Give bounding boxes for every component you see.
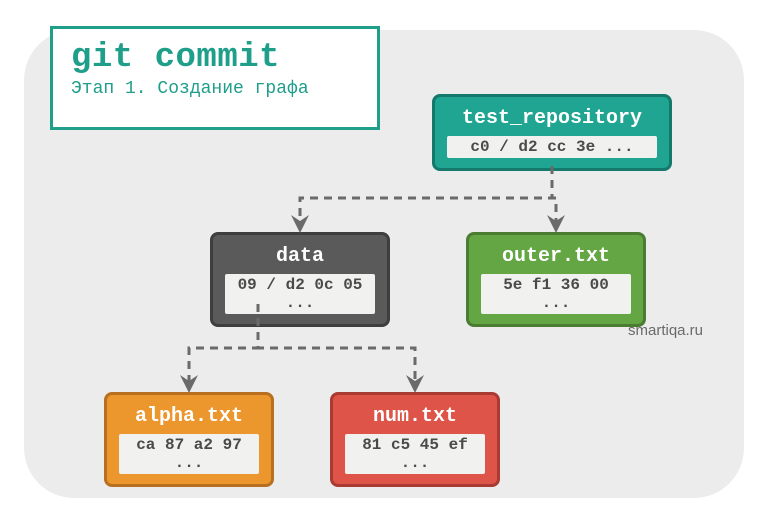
node-outer-txt: outer.txt 5e f1 36 00 ... [466,232,646,327]
node-hash: 09 / d2 0c 05 ... [225,274,375,314]
node-label: num.txt [345,405,485,428]
title-main: git commit [71,39,359,77]
node-label: outer.txt [481,245,631,268]
node-label: data [225,245,375,268]
node-data: data 09 / d2 0c 05 ... [210,232,390,327]
title-box: git commit Этап 1. Создание графа [50,26,380,130]
node-label: alpha.txt [119,405,259,428]
node-hash: c0 / d2 cc 3e ... [447,136,657,158]
node-hash: 81 c5 45 ef ... [345,434,485,474]
node-alpha-txt: alpha.txt ca 87 a2 97 ... [104,392,274,487]
node-test-repository: test_repository c0 / d2 cc 3e ... [432,94,672,171]
node-hash: 5e f1 36 00 ... [481,274,631,314]
node-label: test_repository [447,107,657,130]
node-num-txt: num.txt 81 c5 45 ef ... [330,392,500,487]
node-hash: ca 87 a2 97 ... [119,434,259,474]
watermark: smartiqa.ru [628,322,703,339]
title-sub: Этап 1. Создание графа [71,79,359,99]
